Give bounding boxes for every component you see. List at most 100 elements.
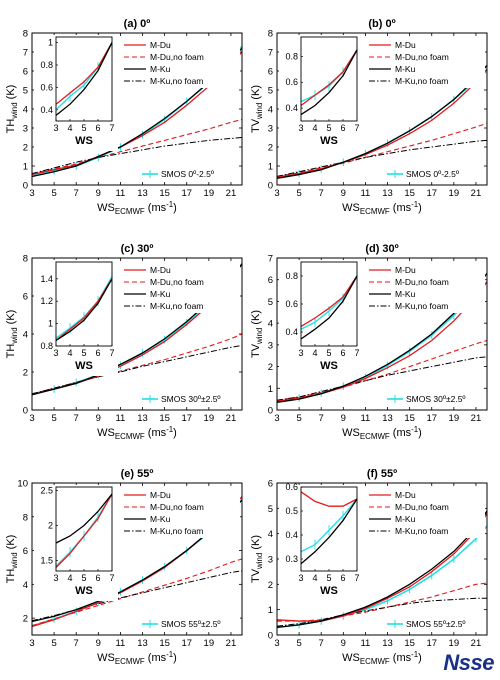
series-line-2 xyxy=(276,339,488,401)
inset-x-tick-label: 4 xyxy=(67,573,72,583)
y-tick-label: 2 xyxy=(268,362,273,373)
inset-plot: 3 4 5 6 7 0.4 0.6 0.8 1 WS xyxy=(40,36,115,147)
y-tick-label: 2 xyxy=(268,143,273,154)
chart-title: (e) 55º xyxy=(121,468,154,480)
inset-x-tick-label: 5 xyxy=(326,573,331,583)
legend-label: M-Du xyxy=(395,40,416,50)
smos-legend-box xyxy=(385,392,485,406)
x-tick-label: 3 xyxy=(274,188,279,199)
inset-x-tick-label: 4 xyxy=(67,348,72,358)
x-tick-label: 15 xyxy=(159,638,170,649)
series-line-4 xyxy=(31,344,243,395)
x-tick-label: 13 xyxy=(382,638,393,649)
x-tick-label: 9 xyxy=(341,188,346,199)
x-tick-label: 19 xyxy=(449,413,460,424)
inset-y-tick-label: 0.5 xyxy=(285,506,298,516)
inset-y-tick-label: 0.8 xyxy=(285,271,298,281)
smos-legend-label: SMOS 0º-2.5º xyxy=(406,169,459,179)
y-tick-label: 8 xyxy=(268,29,273,40)
legend-label: M-Ku,no foam xyxy=(395,301,448,311)
series-line-2 xyxy=(31,118,243,175)
y-tick-label: 5 xyxy=(268,86,273,97)
smos-legend-label: SMOS 30º±2.5º xyxy=(161,394,221,404)
inset-x-tick-label: 7 xyxy=(109,348,114,358)
inset-x-tick-label: 3 xyxy=(53,573,58,583)
x-tick-label: 3 xyxy=(274,413,279,424)
inset-x-tick-label: 3 xyxy=(53,123,58,133)
smos-legend-box xyxy=(385,617,485,631)
x-axis-label: WSECMWF (ms-1) xyxy=(342,650,422,666)
x-axis-label: WSECMWF (ms-1) xyxy=(342,200,422,216)
legend-label: M-Du,no foam xyxy=(395,277,449,287)
x-tick-label: 21 xyxy=(471,638,482,649)
y-tick-label: 2 xyxy=(23,143,28,154)
inset-x-tick-label: 7 xyxy=(354,573,359,583)
inset-plot: 3 4 5 6 7 0.4 0.6 0.8 WS xyxy=(285,36,360,147)
legend-label: M-Ku,no foam xyxy=(395,76,448,86)
plot-frame xyxy=(276,32,488,186)
series-line-2 xyxy=(31,333,243,395)
inset-x-tick-label: 5 xyxy=(81,123,86,133)
y-tick-label: 5 xyxy=(268,504,273,515)
inset-frame xyxy=(300,36,358,122)
inset-x-tick-label: 4 xyxy=(312,573,317,583)
y-tick-label: 6 xyxy=(268,479,273,490)
inset-m-ku-line xyxy=(300,498,358,565)
inset-background xyxy=(279,485,363,601)
y-tick-label: 2 xyxy=(23,614,28,625)
inset-m-du-line xyxy=(300,275,358,327)
x-tick-label: 3 xyxy=(29,188,34,199)
y-tick-label: 4 xyxy=(268,529,273,540)
legend-label: M-Ku xyxy=(150,64,171,74)
x-tick-label: 19 xyxy=(449,638,460,649)
x-tick-label: 15 xyxy=(404,188,415,199)
x-tick-label: 11 xyxy=(360,413,370,424)
x-tick-label: 11 xyxy=(360,638,370,649)
y-tick-label: 7 xyxy=(268,48,273,59)
x-tick-label: 13 xyxy=(382,188,393,199)
inset-y-tick-label: 1.4 xyxy=(40,274,53,284)
y-tick-label: 6 xyxy=(23,292,28,303)
y-tick-label: 0 xyxy=(268,631,273,642)
x-tick-label: 21 xyxy=(226,188,237,199)
inset-m-du-line xyxy=(55,278,113,341)
x-tick-label: 19 xyxy=(204,638,215,649)
y-axis-label: TVwind (K) xyxy=(250,85,264,133)
inset-background xyxy=(279,35,363,151)
x-tick-label: 17 xyxy=(426,638,437,649)
nsse-logo: Nsse xyxy=(443,650,494,675)
inset-m-du-line xyxy=(55,42,113,105)
series-line-2 xyxy=(277,582,488,622)
inset-y-tick-label: 0.3 xyxy=(285,554,298,564)
x-tick-label: 7 xyxy=(74,638,79,649)
legend-label: M-Ku xyxy=(150,289,171,299)
inset-x-tick-label: 4 xyxy=(67,123,72,133)
inset-frame xyxy=(300,486,358,572)
x-tick-label: 9 xyxy=(341,413,346,424)
y-tick-label: 0 xyxy=(23,181,28,192)
legend-label: M-Du,no foam xyxy=(150,502,204,512)
inset-y-tick-label: 0.4 xyxy=(285,103,298,113)
smos-legend-box xyxy=(140,617,240,631)
inset-x-tick-label: 7 xyxy=(354,123,359,133)
x-axis-label: WSECMWF (ms-1) xyxy=(97,650,177,666)
y-tick-label: 8 xyxy=(23,512,28,523)
legend-label: M-Du,no foam xyxy=(395,52,449,62)
plot-frame xyxy=(31,482,243,636)
y-axis-label: TVwind (K) xyxy=(250,535,264,583)
x-tick-label: 21 xyxy=(226,638,237,649)
y-tick-label: 3 xyxy=(268,124,273,135)
y-tick-label: 6 xyxy=(23,67,28,78)
chart-panel-5: (e) 55º 3 5 7 9 11 13 15 17 19 21 2 4 6 8 10 WSECMWF (ms… xyxy=(5,468,243,666)
x-tick-label: 3 xyxy=(29,638,34,649)
inset-y-tick-label: 1 xyxy=(48,38,53,48)
inset-y-tick-label: 1 xyxy=(48,319,53,329)
legend-label: M-Du,no foam xyxy=(150,277,204,287)
y-tick-label: 0 xyxy=(268,406,273,417)
x-axis-label: WSECMWF (ms-1) xyxy=(97,425,177,441)
x-tick-label: 7 xyxy=(74,413,79,424)
x-tick-label: 7 xyxy=(319,188,324,199)
y-tick-label: 7 xyxy=(23,48,28,59)
chart-title: (c) 30º xyxy=(121,243,154,255)
inset-m-ku-line xyxy=(55,42,113,116)
